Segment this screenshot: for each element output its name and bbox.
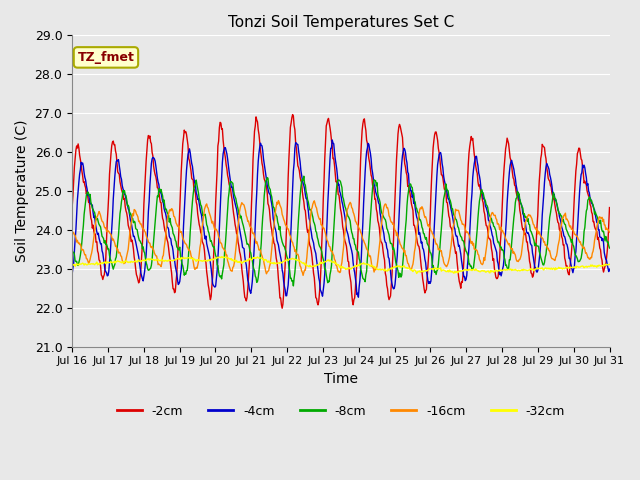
-2cm	[133, 274, 141, 280]
-16cm	[133, 212, 141, 218]
Text: TZ_fmet: TZ_fmet	[77, 51, 134, 64]
-2cm	[605, 204, 613, 210]
-8cm	[289, 283, 297, 289]
-16cm	[216, 240, 224, 246]
-8cm	[216, 274, 224, 280]
-4cm	[605, 266, 613, 272]
Title: Tonzi Soil Temperatures Set C: Tonzi Soil Temperatures Set C	[228, 15, 454, 30]
-4cm	[328, 137, 336, 143]
-2cm	[78, 168, 86, 174]
-16cm	[408, 266, 415, 272]
-4cm	[68, 271, 76, 277]
Line: -32cm: -32cm	[72, 257, 609, 274]
Y-axis label: Soil Temperature (C): Soil Temperature (C)	[15, 120, 29, 262]
X-axis label: Time: Time	[324, 372, 358, 386]
-4cm	[188, 161, 196, 167]
-8cm	[188, 208, 196, 214]
-8cm	[408, 184, 415, 190]
Line: -4cm: -4cm	[72, 140, 609, 297]
-32cm	[188, 255, 196, 261]
-2cm	[216, 120, 224, 125]
Line: -2cm: -2cm	[72, 115, 609, 308]
-4cm	[133, 247, 141, 252]
Line: -8cm: -8cm	[72, 176, 609, 286]
-2cm	[289, 112, 296, 118]
Legend: -2cm, -4cm, -8cm, -16cm, -32cm: -2cm, -4cm, -8cm, -16cm, -32cm	[111, 400, 570, 423]
-32cm	[407, 267, 415, 273]
-16cm	[275, 198, 282, 204]
-32cm	[423, 267, 431, 273]
-2cm	[408, 201, 415, 207]
-8cm	[423, 240, 431, 246]
-16cm	[605, 229, 613, 235]
-16cm	[68, 227, 76, 233]
Line: -16cm: -16cm	[72, 201, 609, 276]
-32cm	[218, 254, 225, 260]
-2cm	[278, 305, 286, 311]
-8cm	[300, 173, 308, 179]
-2cm	[188, 176, 196, 181]
-32cm	[413, 271, 420, 276]
-16cm	[78, 247, 86, 253]
-4cm	[408, 188, 415, 194]
-16cm	[188, 255, 196, 261]
-2cm	[423, 275, 431, 280]
-32cm	[216, 254, 224, 260]
-32cm	[133, 259, 141, 265]
-8cm	[133, 227, 141, 233]
-4cm	[423, 272, 431, 277]
-4cm	[216, 206, 224, 212]
-16cm	[423, 220, 431, 226]
-32cm	[68, 261, 76, 266]
-8cm	[605, 245, 613, 251]
-4cm	[355, 294, 362, 300]
-4cm	[78, 161, 86, 167]
-8cm	[68, 249, 76, 255]
-8cm	[78, 239, 86, 245]
-2cm	[68, 204, 76, 210]
-32cm	[78, 261, 86, 266]
-16cm	[300, 273, 307, 278]
-32cm	[605, 262, 613, 267]
